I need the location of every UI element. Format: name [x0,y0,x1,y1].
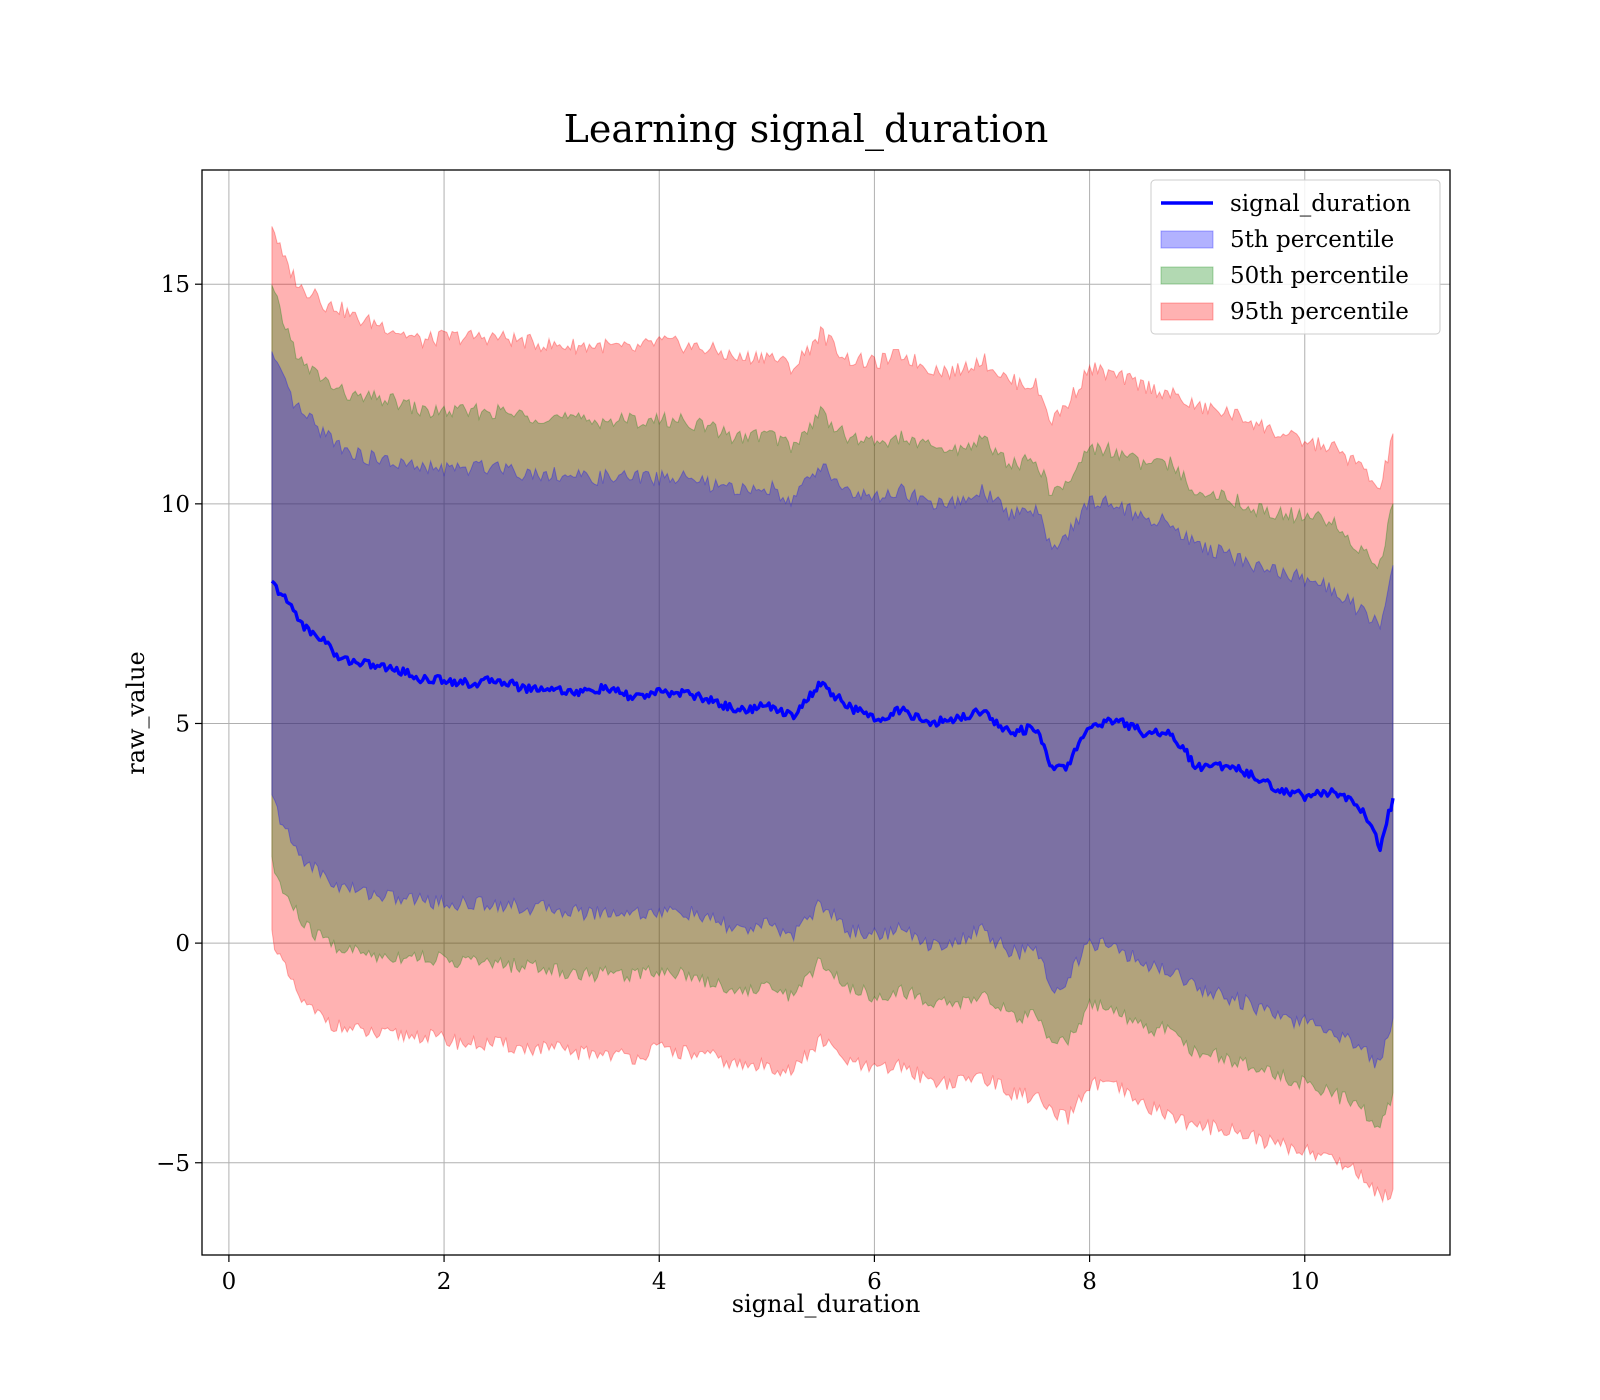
y-tick-label: 5 [175,711,190,737]
legend-box [1150,179,1441,335]
percentile-band-50th [271,284,1394,1129]
x-tick-label: 10 [1290,1269,1319,1295]
x-tick-label: 8 [1082,1269,1097,1295]
x-axis-label: signal_duration [732,1290,921,1318]
band-layer [271,226,1394,1204]
x-axis-ticks: 0 2 4 6 8 10 [222,1255,1319,1295]
legend-label: 95th percentile [1230,299,1409,325]
x-tick-label: 2 [437,1269,452,1295]
x-tick-label: 0 [222,1269,237,1295]
legend: signal_duration 5th percentile 50th percen… [1150,179,1441,335]
y-tick-label: 0 [175,931,190,957]
plot-frame [201,169,1451,1256]
series-line-signal_duration [270,579,1395,853]
legend-patch-swatch [1160,230,1214,249]
legend-label: 50th percentile [1230,263,1409,289]
chart-title: Learning signal_duration [564,107,1049,152]
percentile-band-5th [271,351,1394,1069]
y-tick-label: 10 [161,492,190,518]
y-axis-ticks: −5 0 5 10 15 [156,272,202,1177]
x-tick-label: 6 [867,1269,882,1295]
legend-patch-swatch [1160,302,1214,321]
legend-label: 5th percentile [1230,227,1394,253]
y-tick-label: −5 [156,1151,190,1177]
grid-layer [202,170,1450,1255]
y-tick-label: 15 [161,272,190,298]
legend-label: signal_duration [1230,191,1411,217]
line-layer [270,579,1395,853]
legend-patch-swatch [1160,266,1214,285]
x-tick-label: 4 [652,1269,667,1295]
y-axis-label: raw_value [122,651,150,775]
percentile-band-95th [271,226,1394,1204]
